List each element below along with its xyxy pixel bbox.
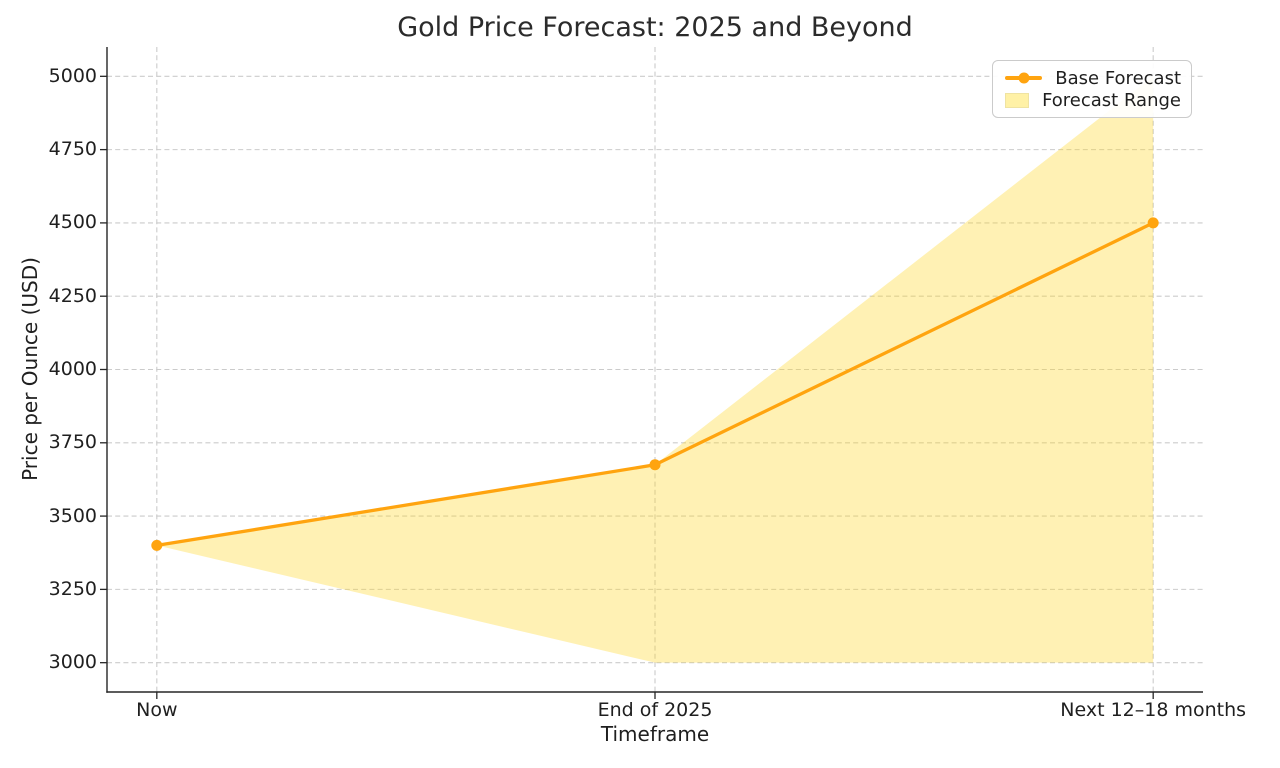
y-axis-label: Price per Ounce (USD) [18,257,42,481]
x-axis-label: Timeframe [600,722,710,746]
forecast-range-band [156,76,1154,663]
legend-label: Forecast Range [1042,89,1181,111]
legend-label: Base Forecast [1055,67,1181,89]
chart-title: Gold Price Forecast: 2025 and Beyond [397,12,913,43]
legend: Base Forecast Forecast Range [992,60,1192,118]
y-tick-label: 5000 [48,64,97,87]
x-tick-label-end-2025: End of 2025 [597,699,713,721]
base-forecast-marker-icon [1018,72,1030,84]
y-tick-label: 3250 [48,577,97,600]
y-tick-label: 4500 [48,211,97,234]
data-point-marker [1147,217,1159,229]
y-tick-label: 3000 [48,651,97,674]
x-tick-label-now: Now [136,699,178,721]
legend-entry-forecast-range: Forecast Range [1005,89,1181,111]
base-forecast-line-icon [1005,72,1043,84]
data-point-marker [151,539,163,551]
y-tick-label: 3500 [48,504,97,527]
y-tick-label: 4250 [48,284,97,307]
x-tick-label-next-12-18: Next 12–18 months [1060,699,1247,721]
legend-entry-base-forecast: Base Forecast [1005,67,1181,89]
forecast-range-swatch-icon [1005,92,1030,108]
y-tick-label: 4000 [48,358,97,380]
data-point-marker [649,459,661,471]
y-tick-label: 4750 [48,138,97,161]
y-tick-label: 3750 [48,431,97,454]
